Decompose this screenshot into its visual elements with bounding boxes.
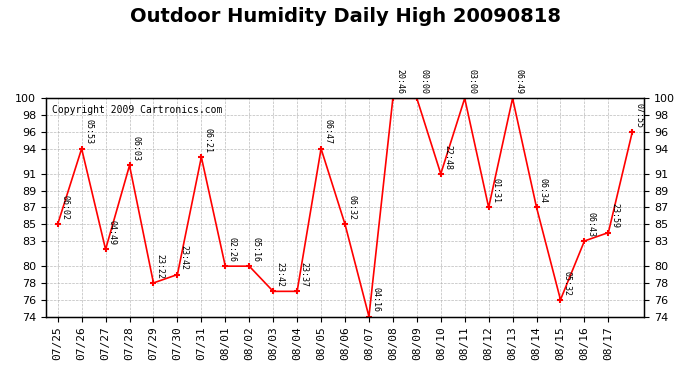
- Text: Outdoor Humidity Daily High 20090818: Outdoor Humidity Daily High 20090818: [130, 8, 560, 27]
- Text: 06:34: 06:34: [539, 178, 548, 203]
- Text: 06:49: 06:49: [515, 69, 524, 94]
- Text: 06:21: 06:21: [204, 128, 213, 153]
- Text: 06:03: 06:03: [132, 136, 141, 161]
- Text: 05:53: 05:53: [84, 120, 93, 144]
- Text: 06:02: 06:02: [60, 195, 69, 220]
- Text: Copyright 2009 Cartronics.com: Copyright 2009 Cartronics.com: [52, 105, 222, 115]
- Text: 03:00: 03:00: [467, 69, 476, 94]
- Text: 23:42: 23:42: [275, 262, 284, 287]
- Text: 04:49: 04:49: [108, 220, 117, 245]
- Text: 23:59: 23:59: [611, 203, 620, 228]
- Text: 23:37: 23:37: [299, 262, 308, 287]
- Text: 02:26: 02:26: [228, 237, 237, 262]
- Text: 04:16: 04:16: [371, 287, 380, 312]
- Text: 23:22: 23:22: [156, 254, 165, 279]
- Text: 06:43: 06:43: [586, 212, 596, 237]
- Text: 20:46: 20:46: [395, 69, 404, 94]
- Text: 00:00: 00:00: [420, 69, 428, 94]
- Text: 07:55: 07:55: [635, 103, 644, 128]
- Text: 05:16: 05:16: [252, 237, 261, 262]
- Text: 22:48: 22:48: [443, 145, 452, 170]
- Text: 05:32: 05:32: [563, 270, 572, 296]
- Text: 06:47: 06:47: [324, 120, 333, 144]
- Text: 06:32: 06:32: [347, 195, 357, 220]
- Text: 23:42: 23:42: [180, 245, 189, 270]
- Text: 01:31: 01:31: [491, 178, 500, 203]
